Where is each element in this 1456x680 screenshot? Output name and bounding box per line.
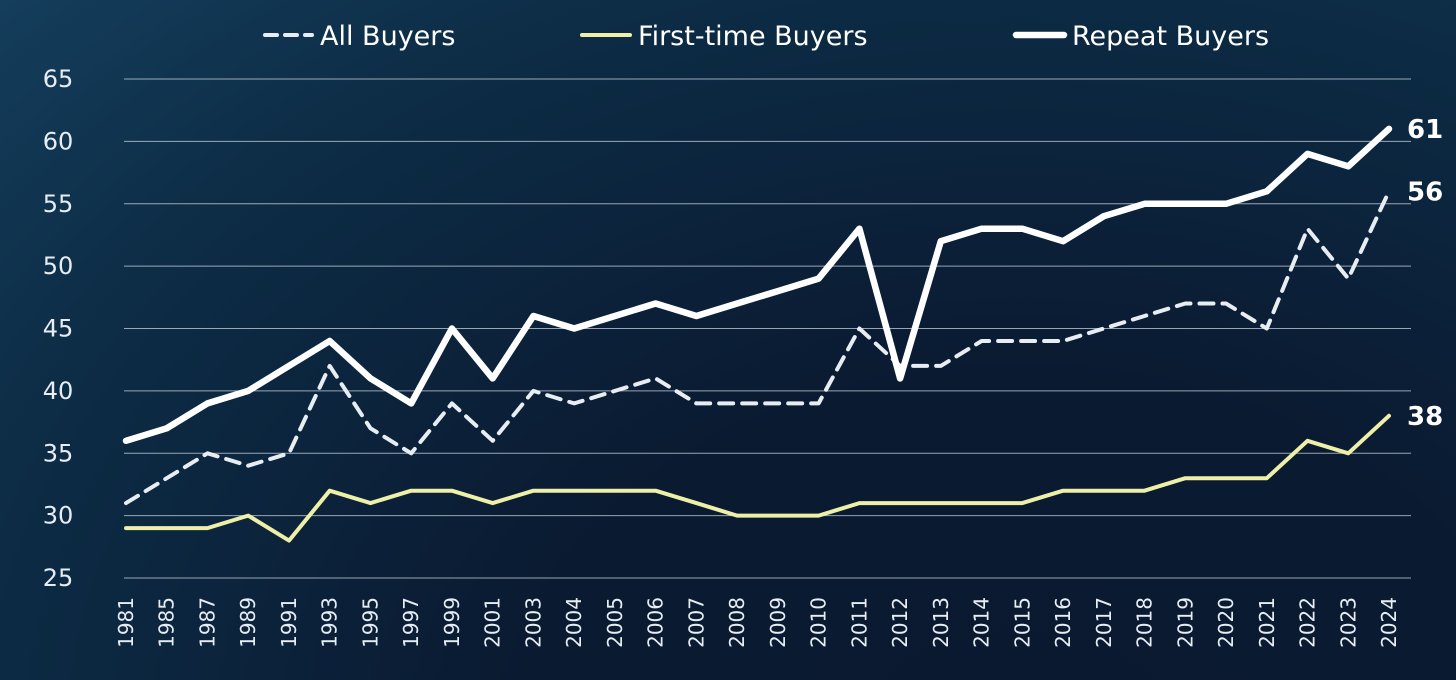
x-tick-label: 2006 [644, 597, 668, 648]
series-line-repeat-buyers [122, 125, 1393, 445]
end-value-label: 56 [1407, 177, 1443, 207]
x-tick-label: 2017 [1092, 597, 1116, 648]
x-tick-label: 1995 [358, 597, 382, 648]
legend-label: All Buyers [320, 21, 455, 52]
y-tick-label: 25 [43, 564, 74, 592]
series-line-first-time-buyers [124, 413, 1391, 543]
x-tick-label: 1987 [195, 597, 219, 648]
y-tick-label: 35 [43, 439, 74, 467]
x-tick-label: 2011 [847, 597, 871, 648]
x-tick-label: 2001 [481, 597, 505, 648]
x-tick-label: 2012 [888, 597, 912, 648]
y-tick-label: 30 [43, 502, 74, 530]
x-tick-label: 2008 [725, 597, 749, 648]
y-tick-label: 55 [43, 190, 74, 218]
x-tick-label: 2022 [1296, 597, 1320, 648]
x-tick-label: 2024 [1377, 597, 1401, 648]
legend: All Buyers First-time Buyers Repeat Buyers [263, 21, 1269, 52]
x-tick-label: 1989 [236, 597, 260, 648]
series-line-all-buyers [124, 189, 1391, 506]
x-tick-label: 1999 [440, 597, 464, 648]
y-tick-label: 65 [43, 65, 74, 93]
x-tick-label: 2018 [1133, 597, 1157, 648]
x-tick-label: 2007 [684, 597, 708, 648]
y-tick-label: 45 [43, 315, 74, 343]
x-tick-label: 1993 [318, 597, 342, 648]
x-tick-label: 2015 [1010, 597, 1034, 648]
end-value-label: 61 [1407, 115, 1443, 145]
x-axis-ticks: 1981 1985 1987 1989 1991 1993 1995 1997 1999 2001… [114, 597, 1401, 648]
y-tick-label: 40 [43, 377, 74, 405]
end-value-label: 38 [1407, 402, 1443, 432]
end-labels: 56 38 61 [1407, 115, 1443, 432]
x-tick-label: 2021 [1255, 597, 1279, 648]
x-tick-label: 2003 [521, 597, 545, 648]
series-lines [122, 125, 1393, 543]
x-tick-label: 2010 [807, 597, 831, 648]
x-tick-label: 1991 [277, 597, 301, 648]
x-tick-label: 2020 [1214, 597, 1238, 648]
x-tick-label: 2016 [1051, 597, 1075, 648]
x-tick-label: 2009 [766, 597, 790, 648]
legend-label: First-time Buyers [638, 21, 868, 52]
legend-label: Repeat Buyers [1072, 21, 1269, 52]
y-tick-label: 50 [43, 252, 74, 280]
x-tick-label: 2004 [562, 597, 586, 648]
x-tick-label: 2013 [929, 597, 953, 648]
y-axis-ticks: 25 30 35 40 45 50 55 60 65 [43, 65, 74, 592]
x-tick-label: 2019 [1173, 597, 1197, 648]
x-tick-label: 2014 [970, 597, 994, 648]
x-tick-label: 1985 [155, 597, 179, 648]
gridlines [124, 78, 1411, 579]
x-tick-label: 1997 [399, 597, 423, 648]
x-tick-label: 2023 [1336, 597, 1360, 648]
x-tick-label: 1981 [114, 597, 138, 648]
x-tick-label: 2005 [603, 597, 627, 648]
y-tick-label: 60 [43, 127, 74, 155]
